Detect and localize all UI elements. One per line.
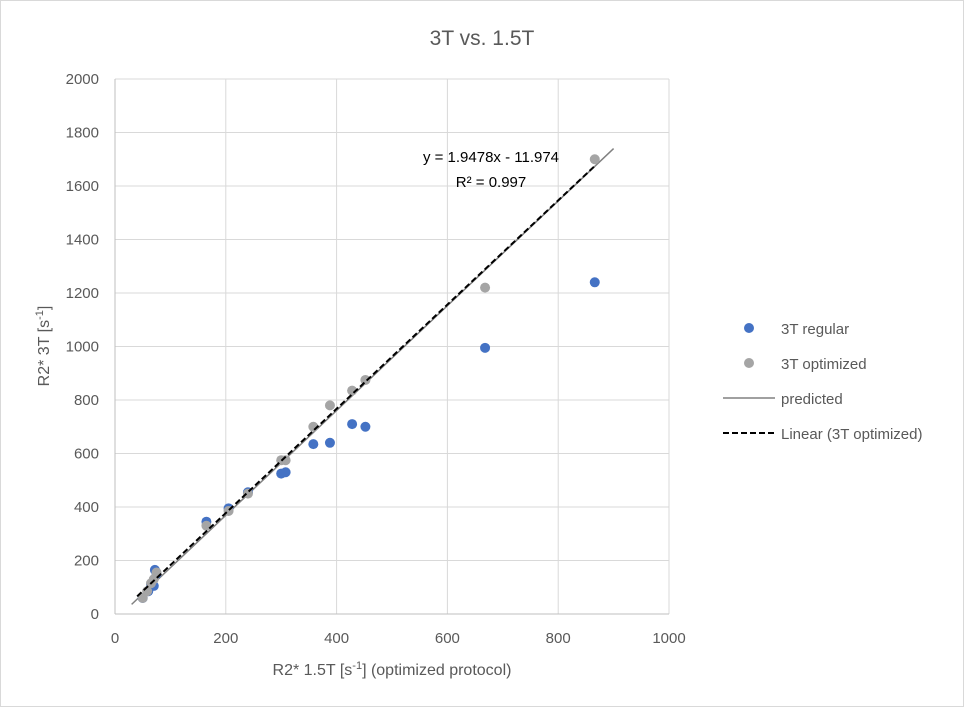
legend-label: Linear (3T optimized): [781, 426, 922, 443]
legend-marker: [744, 323, 754, 333]
trendline: [136, 165, 596, 598]
optimized-point: [589, 154, 600, 165]
optimized-point: [360, 374, 371, 385]
y-tick-label: 0: [91, 606, 99, 623]
y-tick-label: 1000: [66, 339, 99, 356]
x-tick-label: 200: [213, 630, 238, 647]
y-tick-label: 200: [74, 553, 99, 570]
regular-point: [360, 421, 371, 432]
y-tick-label: 400: [74, 499, 99, 516]
optimized-point: [201, 520, 212, 531]
y-tick-label: 1200: [66, 285, 99, 302]
trendline-equation: y = 1.9478x - 11.974: [423, 149, 559, 166]
y-axis-label: R2* 3T [s-1]: [34, 306, 53, 387]
chart-title: 3T vs. 1.5T: [430, 27, 535, 50]
optimized-point: [280, 455, 291, 466]
y-tick-label: 800: [74, 392, 99, 409]
x-tick-label: 800: [546, 630, 571, 647]
trendline-r2: R² = 0.997: [456, 174, 526, 191]
y-tick-label: 1600: [66, 178, 99, 195]
x-axis-label: R2* 1.5T [s-1] (optimized protocol): [273, 660, 512, 679]
legend-marker: [744, 358, 754, 368]
x-tick-label: 400: [324, 630, 349, 647]
x-tick-label: 0: [111, 630, 119, 647]
x-tick-label: 1000: [652, 630, 685, 647]
x-tick-label: 600: [435, 630, 460, 647]
regular-point: [324, 437, 335, 448]
legend-label: predicted: [781, 391, 843, 408]
y-tick-label: 600: [74, 446, 99, 463]
y-tick-label: 1800: [66, 125, 99, 142]
legend-label: 3T optimized: [781, 356, 867, 373]
regular-point: [308, 439, 319, 450]
regular-point: [589, 277, 600, 288]
legend-label: 3T regular: [781, 321, 849, 338]
y-tick-label: 1400: [66, 232, 99, 249]
regular-point: [480, 342, 491, 353]
regular-point: [280, 467, 291, 478]
optimized-point: [480, 282, 491, 293]
regular-point: [347, 419, 358, 430]
optimized-point: [324, 400, 335, 411]
y-tick-label: 2000: [66, 71, 99, 88]
